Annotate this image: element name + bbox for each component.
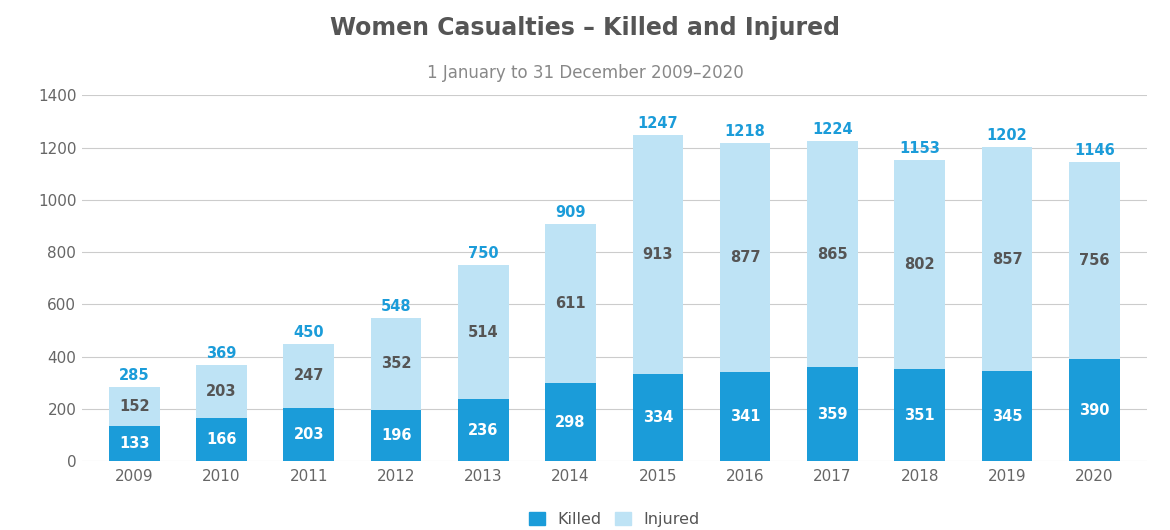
- Text: 750: 750: [468, 246, 498, 261]
- Text: 352: 352: [380, 357, 412, 372]
- Text: 1153: 1153: [900, 141, 941, 156]
- Bar: [894, 160, 945, 369]
- Text: 152: 152: [119, 399, 150, 414]
- Text: 390: 390: [1079, 403, 1109, 418]
- Bar: [545, 224, 596, 383]
- Text: 345: 345: [992, 409, 1023, 423]
- Text: 166: 166: [206, 432, 236, 447]
- Text: 1202: 1202: [986, 128, 1027, 143]
- Bar: [1069, 359, 1120, 461]
- Text: 913: 913: [642, 247, 673, 262]
- Text: 203: 203: [294, 427, 324, 442]
- Legend: Killed, Injured: Killed, Injured: [523, 506, 706, 530]
- Text: 203: 203: [206, 384, 236, 399]
- Bar: [633, 374, 683, 461]
- Text: 247: 247: [294, 368, 324, 383]
- Text: 359: 359: [817, 407, 848, 422]
- Text: 334: 334: [642, 410, 673, 425]
- Text: 1247: 1247: [638, 117, 679, 131]
- Text: 236: 236: [468, 423, 498, 438]
- Bar: [807, 142, 858, 367]
- Text: 802: 802: [904, 257, 935, 272]
- Text: 1218: 1218: [724, 124, 765, 139]
- Bar: [283, 343, 335, 408]
- Text: 756: 756: [1079, 253, 1109, 268]
- Bar: [545, 383, 596, 461]
- Text: Women Casualties – Killed and Injured: Women Casualties – Killed and Injured: [330, 16, 840, 40]
- Text: 133: 133: [119, 436, 150, 451]
- Text: 865: 865: [817, 247, 848, 262]
- Bar: [982, 147, 1032, 371]
- Text: 298: 298: [556, 414, 586, 430]
- Bar: [982, 371, 1032, 461]
- Text: 341: 341: [730, 409, 761, 424]
- Text: 611: 611: [556, 296, 586, 311]
- Bar: [457, 400, 509, 461]
- Text: 857: 857: [992, 252, 1023, 267]
- Text: 351: 351: [904, 408, 935, 423]
- Bar: [720, 372, 771, 461]
- Text: 514: 514: [468, 325, 498, 340]
- Text: 196: 196: [380, 428, 412, 443]
- Text: 1224: 1224: [812, 122, 853, 137]
- Bar: [633, 135, 683, 374]
- Bar: [371, 318, 421, 410]
- Bar: [807, 367, 858, 461]
- Text: 1 January to 31 December 2009–2020: 1 January to 31 December 2009–2020: [427, 64, 743, 82]
- Bar: [109, 387, 159, 426]
- Bar: [1069, 162, 1120, 359]
- Bar: [197, 365, 247, 418]
- Bar: [283, 408, 335, 461]
- Text: 548: 548: [380, 299, 412, 314]
- Bar: [457, 265, 509, 400]
- Bar: [720, 143, 771, 372]
- Bar: [197, 418, 247, 461]
- Bar: [109, 426, 159, 461]
- Text: 285: 285: [119, 368, 150, 383]
- Text: 1146: 1146: [1074, 143, 1115, 158]
- Text: 909: 909: [556, 205, 586, 220]
- Bar: [894, 369, 945, 461]
- Bar: [371, 410, 421, 461]
- Text: 450: 450: [294, 325, 324, 340]
- Text: 369: 369: [206, 346, 236, 361]
- Text: 877: 877: [730, 250, 761, 265]
